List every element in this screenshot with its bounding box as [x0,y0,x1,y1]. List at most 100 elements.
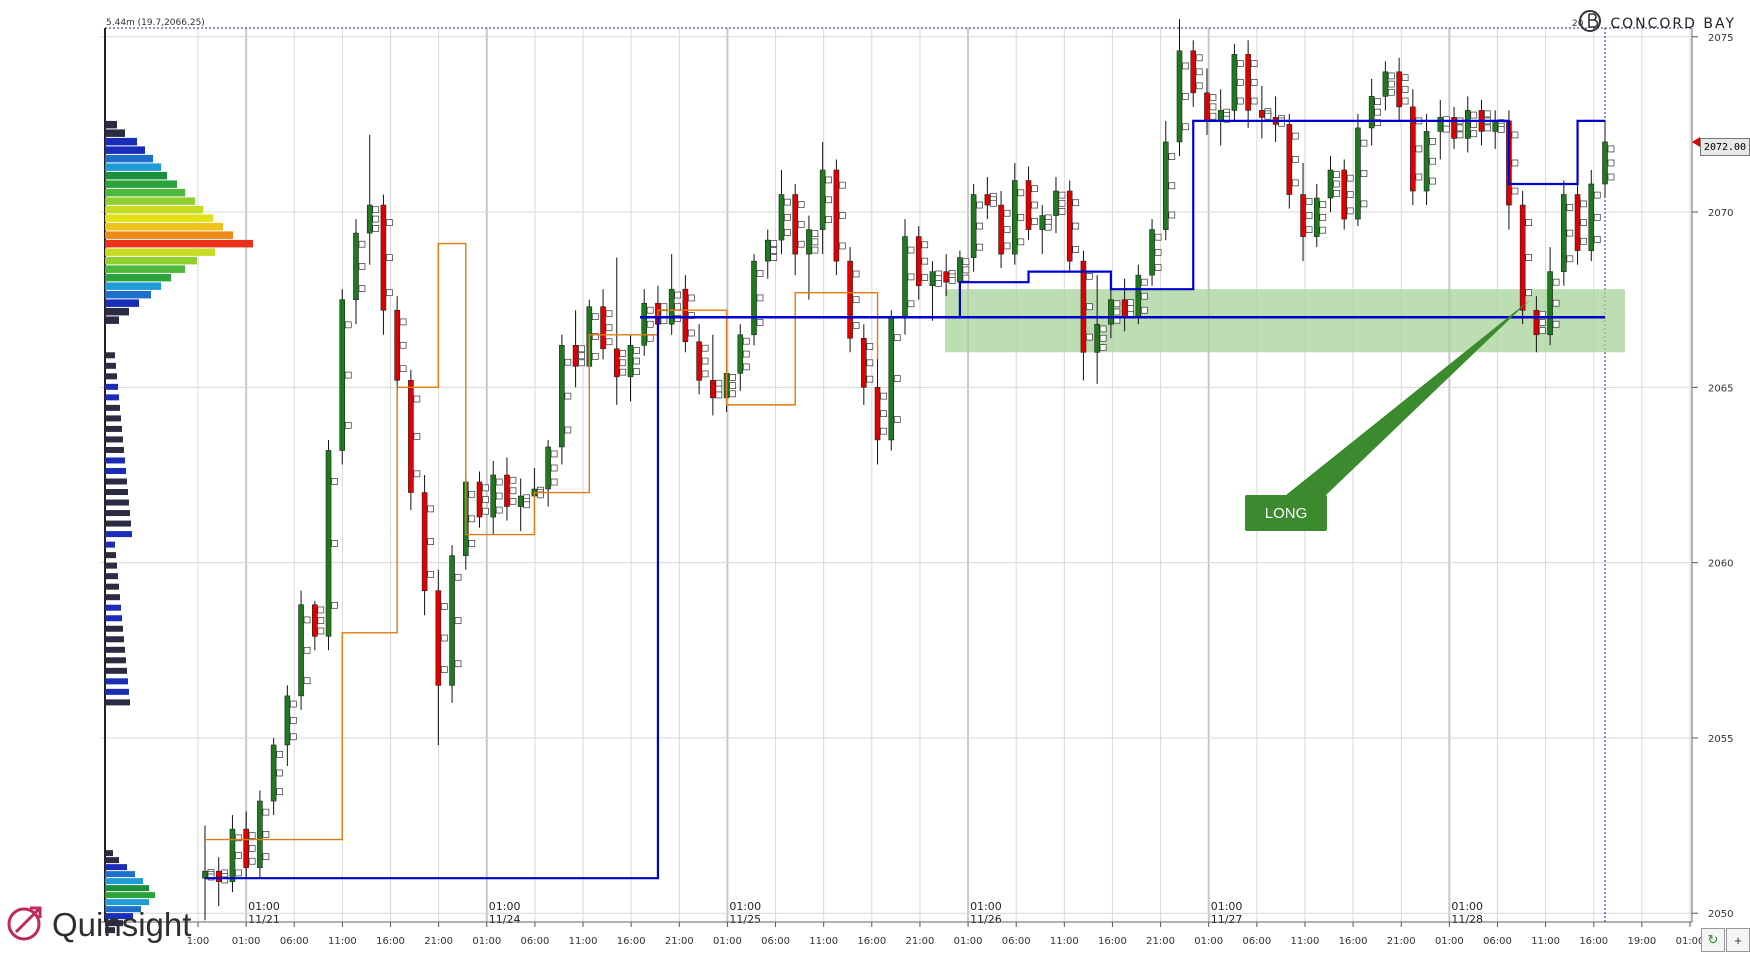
y-tick-label: 2075 [1708,33,1733,44]
x-tick-label: 21:00 [1146,936,1175,947]
refresh-button[interactable]: ↻ [1701,928,1725,952]
candle-tick-box [839,212,846,219]
volume-profile-bar [105,231,233,239]
candle-body [1094,323,1100,353]
volume-profile-bar [105,120,117,129]
volume-profile-bar [105,541,115,548]
volume-profile-bar [105,615,122,622]
candle-tick-box [221,876,229,884]
highlight-zone [945,289,1625,353]
candle-tick-box [591,313,599,321]
x-tick-label: 21:00 [906,936,935,947]
volume-profile-bar [105,180,177,188]
volume-profile-bar [105,646,125,653]
last-price-tag: 2072.00 [1700,138,1750,156]
candle-tick-box [784,198,791,206]
candle-tick-box [248,857,256,865]
candle-body [710,380,716,399]
y-tick-label: 2070 [1708,208,1733,219]
candle-body [888,316,895,441]
candle-tick-box [1442,125,1450,133]
candle-tick-box [605,324,613,332]
candle-tick-box [578,359,585,367]
candle-tick-box [427,570,434,578]
candle-body [559,344,565,448]
candle-tick-box [976,243,983,251]
candle-tick-box [1058,199,1066,207]
candle-tick-box [523,501,531,509]
candle-tick-box [1168,153,1176,160]
candle-tick-box [386,289,393,297]
candle-tick-box [729,382,736,389]
volume-profile-bar [105,282,161,290]
x-tick-label: 06:00 [1483,936,1512,947]
volume-profile-bar [105,604,121,611]
candle-body [312,604,318,637]
candle-tick-box [331,540,338,547]
candle-tick-box [1388,80,1395,88]
candle-tick-box [1484,110,1491,118]
candle-tick-box [729,374,736,381]
candle-tick-box [1429,138,1436,145]
candle-body [929,271,936,286]
candle-body [806,229,812,255]
session-time-label: 01:00 [1211,900,1243,913]
candle-body [792,194,798,255]
y-tick-label: 2065 [1708,383,1733,394]
candle-tick-box [1552,299,1560,307]
candle-tick-box [358,240,366,248]
candle-tick-box [1539,319,1546,326]
add-button[interactable]: + [1726,928,1750,952]
candle-tick-box [1388,88,1395,96]
candle-body [243,828,249,868]
candle-tick-box [646,320,654,328]
candle-body [915,236,922,286]
candle-tick-box [715,391,723,399]
candle-tick-box [1374,98,1382,105]
last-price-marker [1692,136,1700,147]
session-date-label: 11/21 [248,913,280,926]
candle-tick-box [1099,334,1107,342]
volume-profile-bar [105,864,127,871]
candle-tick-box [372,215,380,223]
candle-tick-box [660,317,668,325]
volume-profile-bar [105,562,117,569]
volume-profile-bar [105,197,195,205]
candle-tick-box [1154,233,1162,241]
candle-tick-box [1113,300,1121,308]
concord-bay-logo-icon [1578,8,1602,39]
x-tick-label: 16:00 [857,936,886,947]
candle-tick-box [619,359,627,367]
candle-tick-box [399,365,407,373]
candle-body [1382,71,1389,97]
candle-tick-box [344,321,352,329]
candle-tick-box [1209,94,1217,101]
x-tick-label: 11:00 [809,936,838,947]
volume-profile-bar [105,137,137,146]
candle-tick-box [276,769,283,777]
x-tick-label: 06:00 [520,936,549,947]
concord-bay-brand: CONCORD BAY [1578,8,1736,39]
candle-body [682,288,689,343]
candle-body [641,302,648,346]
candle-tick-box [1360,139,1368,147]
candle-tick-box [276,750,283,758]
candle-tick-box [935,279,942,287]
candle-tick-box [825,216,832,224]
candle-body [1410,106,1416,192]
candle-tick-box [948,277,956,284]
volume-profile-bar [105,531,132,538]
candle-tick-box [701,370,709,378]
candle-tick-box [290,700,297,708]
candle-body [1451,117,1457,139]
candle-tick-box [962,274,970,282]
volume-profile-bar [105,273,171,282]
candle-body [298,604,304,697]
candle-tick-box [386,254,393,261]
candle-tick-box [742,337,750,345]
candle-tick-box [1209,103,1217,111]
candle-tick-box [1374,108,1382,116]
candle-tick-box [1017,238,1025,246]
